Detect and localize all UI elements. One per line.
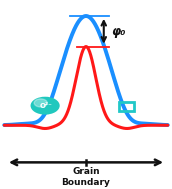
Text: Grain
Boundary: Grain Boundary [62, 167, 110, 187]
Bar [119, 101, 135, 111]
Circle shape [34, 99, 47, 107]
Text: O²⁻: O²⁻ [40, 103, 52, 109]
Text: φ₀: φ₀ [111, 25, 125, 38]
Circle shape [31, 97, 60, 115]
